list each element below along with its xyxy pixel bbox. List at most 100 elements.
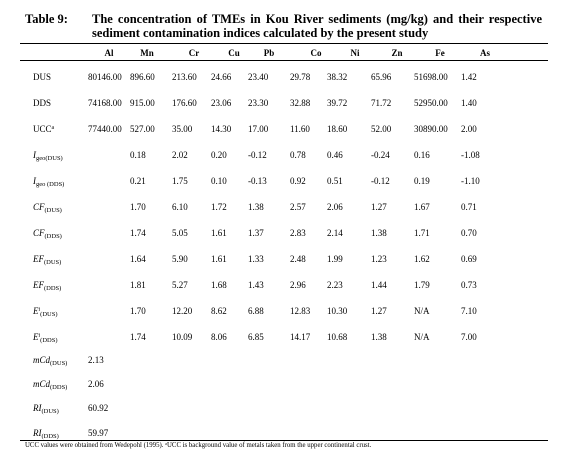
table-cell: 14.30 <box>211 124 232 134</box>
table-cell: 1.67 <box>414 202 430 212</box>
table-cell: -0.12 <box>248 150 267 160</box>
table-cell: 12.83 <box>290 306 311 316</box>
table-cell: 1.40 <box>461 98 477 108</box>
row-label-main: E <box>33 306 39 316</box>
table-cell: 0.78 <box>290 150 306 160</box>
row-label-main: RI <box>33 428 42 438</box>
table-cell: 10.30 <box>327 306 348 316</box>
table-cell: 71.72 <box>371 98 392 108</box>
table-cell: 0.19 <box>414 176 430 186</box>
row-label-main: mCd <box>33 379 51 389</box>
table-cell: 896.60 <box>130 72 155 82</box>
table-cell: 2.83 <box>290 228 306 238</box>
table-cell: 7.10 <box>461 306 477 316</box>
table-cell: 35.00 <box>172 124 193 134</box>
row-label-subscript: (DDS) <box>50 384 68 391</box>
table-cell: 0.70 <box>461 228 477 238</box>
row-label-main: EF <box>33 254 44 264</box>
table-cell: 1.72 <box>211 202 227 212</box>
table-title: The concentration of TMEs in Kou River s… <box>92 12 542 40</box>
table-cell: 10.68 <box>327 332 348 342</box>
table-cell: 39.72 <box>327 98 348 108</box>
row-label-main: EF <box>33 280 44 290</box>
row-label-subscript: (DUS) <box>40 311 58 318</box>
column-header: Pb <box>263 48 275 58</box>
row-label-main: E <box>33 332 39 342</box>
table-cell: 74168.00 <box>88 98 122 108</box>
row-label-subscript: (DUS) <box>44 207 62 214</box>
table-cell: -0.13 <box>248 176 267 186</box>
table-cell: 1.38 <box>371 228 387 238</box>
header-rule <box>20 60 548 61</box>
table-cell: 0.18 <box>130 150 146 160</box>
row-label-subscript: (DDS) <box>40 337 58 344</box>
table-cell: 0.92 <box>290 176 306 186</box>
table-cell: 1.79 <box>414 280 430 290</box>
row-label-main: UCC <box>33 124 52 134</box>
table-cell: 1.70 <box>130 306 146 316</box>
table-cell: 2.57 <box>290 202 306 212</box>
table-cell: 1.27 <box>371 202 387 212</box>
table-cell: 52.00 <box>371 124 392 134</box>
row-label: Igeo (DDS) <box>33 176 64 188</box>
row-label-main: CF <box>33 202 45 212</box>
table-cell: 1.70 <box>130 202 146 212</box>
table-cell: 5.05 <box>172 228 188 238</box>
table-cell: 2.00 <box>461 124 477 134</box>
table-cell: 0.21 <box>130 176 146 186</box>
column-header: Zn <box>391 48 403 58</box>
table-cell: 0.20 <box>211 150 227 160</box>
table-cell: 23.06 <box>211 98 232 108</box>
row-label-main: DDS <box>33 98 52 108</box>
table-cell: -1.10 <box>461 176 480 186</box>
table-cell: 1.74 <box>130 228 146 238</box>
table-cell: 6.85 <box>248 332 264 342</box>
row-label-superscript: i <box>38 333 41 339</box>
table-cell: 0.46 <box>327 150 343 160</box>
top-rule <box>20 43 548 44</box>
row-label-subscript: (DDS) <box>44 233 62 240</box>
table-cell: 2.02 <box>172 150 188 160</box>
table-cell: N/A <box>414 332 430 342</box>
table-cell: 10.09 <box>172 332 193 342</box>
table-cell: 2.06 <box>327 202 343 212</box>
column-header: Cr <box>188 48 200 58</box>
table-cell: 17.00 <box>248 124 269 134</box>
table-cell: 176.60 <box>172 98 197 108</box>
table-cell: 5.90 <box>172 254 188 264</box>
table-cell: 1.43 <box>248 280 264 290</box>
row-label: RI(DDS) <box>33 428 59 440</box>
table-cell: 7.00 <box>461 332 477 342</box>
table-cell: 2.14 <box>327 228 343 238</box>
table-cell: 18.60 <box>327 124 348 134</box>
table-cell: -0.12 <box>371 176 390 186</box>
table-cell: -0.24 <box>371 150 390 160</box>
row-label-subscript: (DUS) <box>41 408 59 415</box>
table-cell: 1.74 <box>130 332 146 342</box>
row-label: mCd(DDS) <box>33 379 67 391</box>
table-cell: 2.48 <box>290 254 306 264</box>
row-label-superscript: a <box>51 125 55 131</box>
row-label: DDS <box>33 98 51 109</box>
row-label-main: I <box>33 150 36 160</box>
table-cell: 0.71 <box>461 202 477 212</box>
row-label: RI(DUS) <box>33 403 59 415</box>
table-cell: 77440.00 <box>88 124 122 134</box>
table-footnote: UCC values were obtained from Wedepohl (… <box>25 442 372 449</box>
table-cell: 1.61 <box>211 254 227 264</box>
column-header: Al <box>104 48 114 58</box>
table-cell: N/A <box>414 306 430 316</box>
column-header: Fe <box>435 48 445 58</box>
column-header: Co <box>310 48 322 58</box>
table-cell: 24.66 <box>211 72 232 82</box>
table-cell: 59.97 <box>88 428 109 438</box>
column-header: Mn <box>140 48 154 58</box>
row-label-main: DUS <box>33 72 52 82</box>
table-cell: 1.33 <box>248 254 264 264</box>
table-cell: 1.37 <box>248 228 264 238</box>
row-label: EF(DUS) <box>33 254 61 266</box>
table-cell: 1.68 <box>211 280 227 290</box>
table-cell: 0.10 <box>211 176 227 186</box>
bottom-rule <box>20 440 548 441</box>
table-cell: 1.81 <box>130 280 146 290</box>
